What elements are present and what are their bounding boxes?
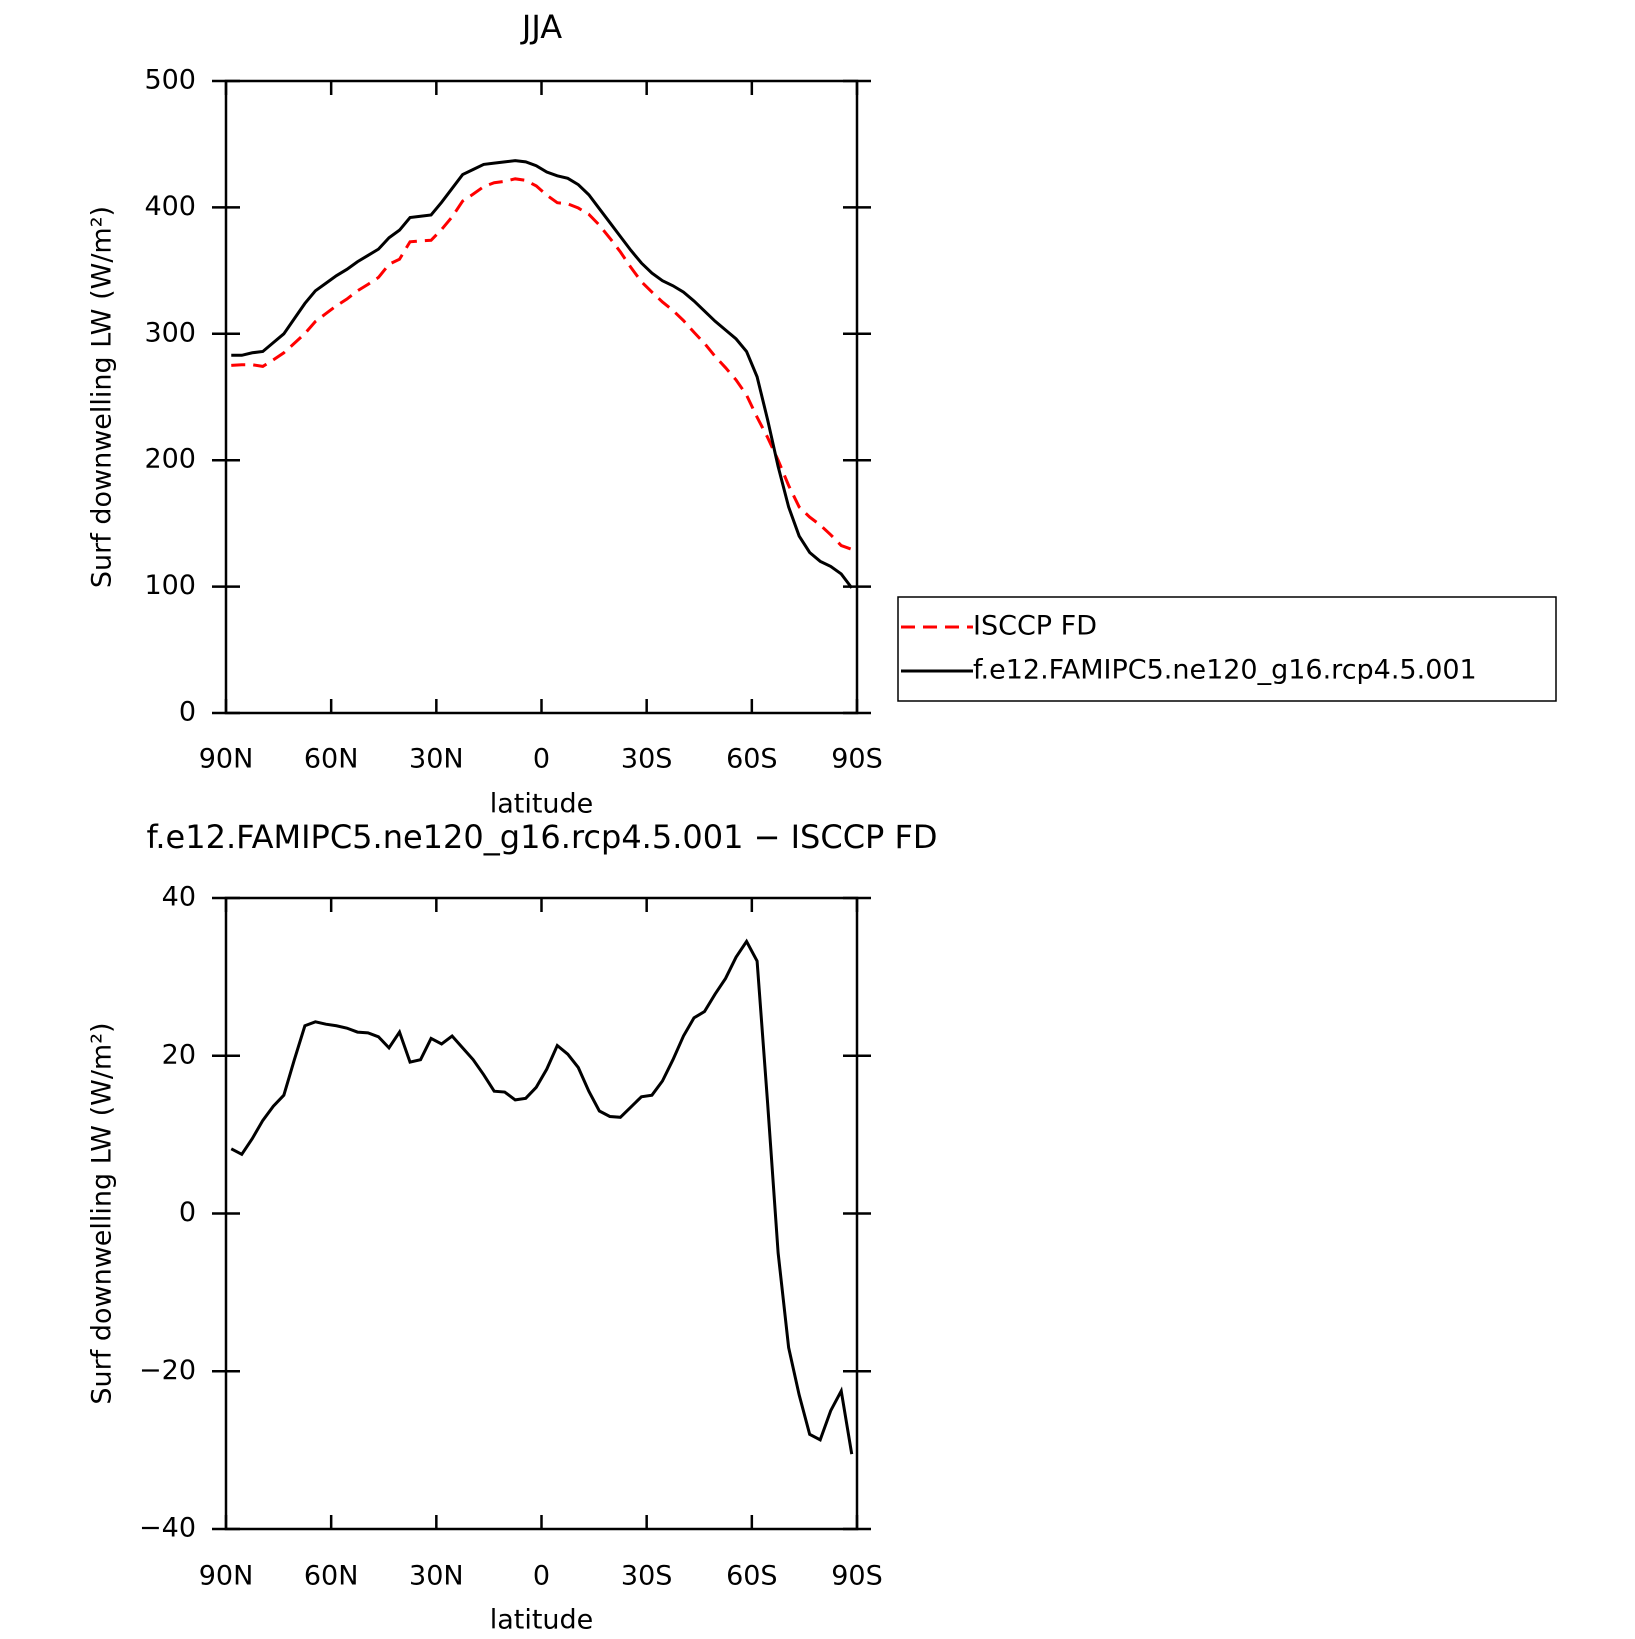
x-tick-label: 30S (621, 744, 673, 775)
x-tick-label: 90N (199, 744, 254, 775)
y-tick-label: 200 (144, 444, 196, 475)
legend-label: ISCCP FD (973, 611, 1097, 642)
x-tick-label: 30S (621, 1561, 673, 1592)
x-tick-label: 30N (409, 1561, 464, 1592)
y-tick-label: 100 (144, 570, 196, 601)
y-tick-label: 300 (144, 317, 196, 348)
y-axis-label: Surf downwelling LW (W/m²) (87, 1022, 118, 1404)
chart-title: JJA (520, 8, 562, 46)
plot-frame (224, 79, 859, 715)
x-tick-label: 60S (726, 1561, 778, 1592)
x-axis-label: latitude (490, 1605, 594, 1636)
data-line (231, 159, 853, 589)
data-line (231, 177, 853, 551)
y-axis-label: Surf downwelling LW (W/m²) (87, 206, 118, 588)
x-tick-label: 60N (304, 744, 359, 775)
plot-frame (224, 896, 859, 1531)
x-tick-label: 0 (533, 744, 550, 775)
x-tick-label: 90N (199, 1561, 254, 1592)
x-tick-label: 90S (831, 1561, 883, 1592)
chart-title: f.e12.FAMIPC5.ne120_g16.rcp4.5.001 − ISC… (146, 818, 937, 856)
y-tick-label: 0 (179, 1197, 196, 1228)
x-tick-label: 60S (726, 744, 778, 775)
x-tick-label: 90S (831, 744, 883, 775)
x-tick-label: 60N (304, 1561, 359, 1592)
x-tick-label: 0 (533, 1561, 550, 1592)
legend-label: f.e12.FAMIPC5.ne120_g16.rcp4.5.001 (973, 655, 1477, 686)
legend-box (897, 596, 1557, 702)
y-tick-label: −20 (139, 1355, 196, 1386)
y-tick-label: 40 (162, 882, 196, 913)
y-tick-label: 400 (144, 191, 196, 222)
x-tick-label: 30N (409, 744, 464, 775)
y-tick-label: 0 (179, 697, 196, 728)
x-axis-label: latitude (490, 789, 594, 820)
y-tick-label: 20 (162, 1039, 196, 1070)
y-tick-label: 500 (144, 65, 196, 96)
data-line (230, 938, 854, 1455)
y-tick-label: −40 (139, 1513, 196, 1544)
